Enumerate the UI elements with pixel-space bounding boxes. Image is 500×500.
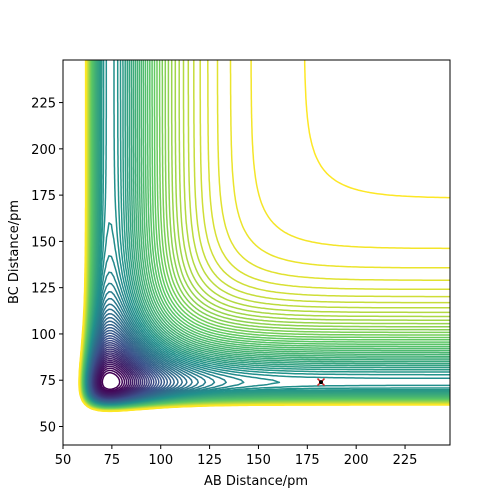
contour-lines [78,60,450,413]
x-tick-label: 225 [393,453,418,468]
y-tick-label: 50 [39,420,56,435]
contour-level [100,369,124,392]
x-axis-label: AB Distance/pm [204,474,308,489]
y-axis-label: BC Distance/pm [7,200,22,304]
y-tick-label: 200 [31,143,56,158]
y-tick-label: 150 [31,235,56,250]
contour-level [101,372,121,391]
x-tick-label: 100 [148,453,173,468]
y-tick-label: 75 [39,374,56,389]
y-tick-label: 100 [31,328,56,343]
marker-layer [316,378,326,387]
plot-frame [62,59,451,446]
y-tick-label: 175 [31,189,56,204]
x-tick-label: 175 [295,453,320,468]
x-tick-label: 75 [104,453,121,468]
x-axis-ticks: 50 75 100 125 150 175 200 225 [55,445,418,468]
x-tick-label: 50 [55,453,72,468]
y-tick-label: 125 [31,282,56,297]
x-tick-label: 150 [246,453,271,468]
contour-level [78,60,450,413]
y-axis-ticks: 50 75 100 125 150 175 200 225 [31,97,63,435]
y-tick-label: 225 [31,97,56,112]
x-tick-label: 125 [197,453,222,468]
contour-level [97,365,128,394]
contour-level [98,367,126,393]
transition-state-marker [316,378,326,387]
x-tick-label: 200 [344,453,369,468]
